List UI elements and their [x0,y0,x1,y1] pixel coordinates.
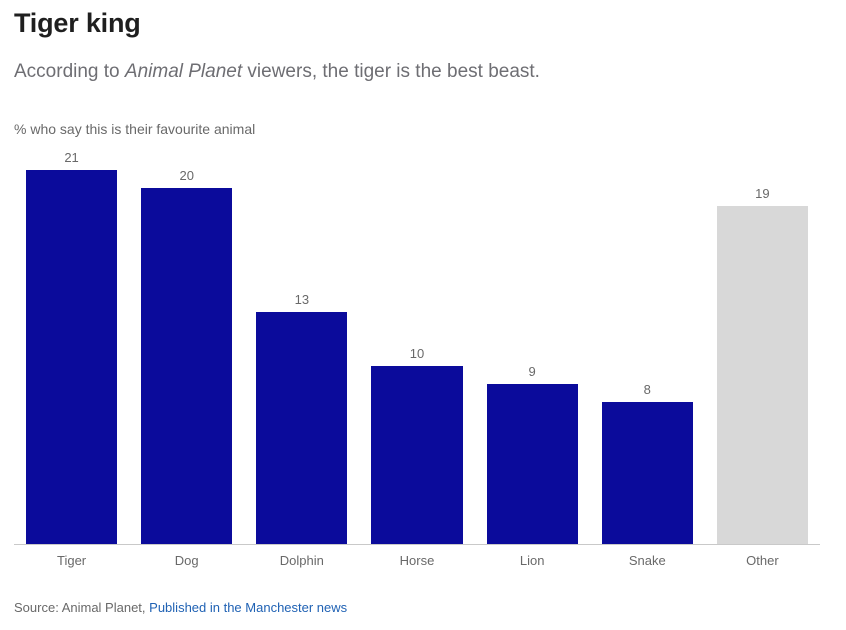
source-link[interactable]: Published in the Manchester news [149,600,348,615]
bar-column: 10 [359,147,474,544]
subtitle-italic: Animal Planet [124,61,243,82]
x-axis-label: Horse [399,553,435,568]
x-axis-labels: Tiger Dog Dolphin Horse Lion Snake Other [14,545,820,568]
bar-chart: 21 20 13 10 9 8 19 [14,147,820,545]
x-axis-label: Snake [628,553,666,568]
bar-value-label: 10 [409,346,425,361]
bar-value-label: 19 [755,186,770,201]
bar [256,312,348,544]
bar-column: 20 [129,147,244,544]
chart-subtitle: According to Animal Planet viewers, the … [14,61,820,83]
bar-value-label: 13 [294,292,310,307]
bar-value-label: 20 [179,168,194,183]
bar-column: 13 [244,147,359,544]
subtitle-prefix: According to [14,61,125,82]
bar-column: 21 [14,147,129,544]
bar [486,384,578,544]
source-line: Source: Animal Planet, Published in the … [14,600,820,615]
bar-column: 19 [705,147,820,544]
subtitle-suffix: viewers, the tiger is the best beast. [242,61,540,82]
bar-value-label: 9 [528,364,536,379]
source-text: Source: Animal Planet, [14,600,146,615]
x-axis-label: Dog [174,553,199,568]
bar-column: 8 [590,147,705,544]
bar [371,366,463,544]
bar-value-label: 8 [643,382,651,397]
bar [26,170,118,544]
chart-title: Tiger king [14,8,141,38]
bar-value-label: 21 [64,150,79,165]
bar [141,188,233,544]
bar [601,402,693,544]
bar [716,206,808,544]
bar-column: 9 [475,147,590,544]
x-axis-label: Other [746,553,779,568]
x-axis-label: Tiger [57,553,87,568]
y-axis-description: % who say this is their favourite animal [14,121,256,137]
x-axis-label: Dolphin [279,553,324,568]
x-axis-label: Lion [519,553,545,568]
